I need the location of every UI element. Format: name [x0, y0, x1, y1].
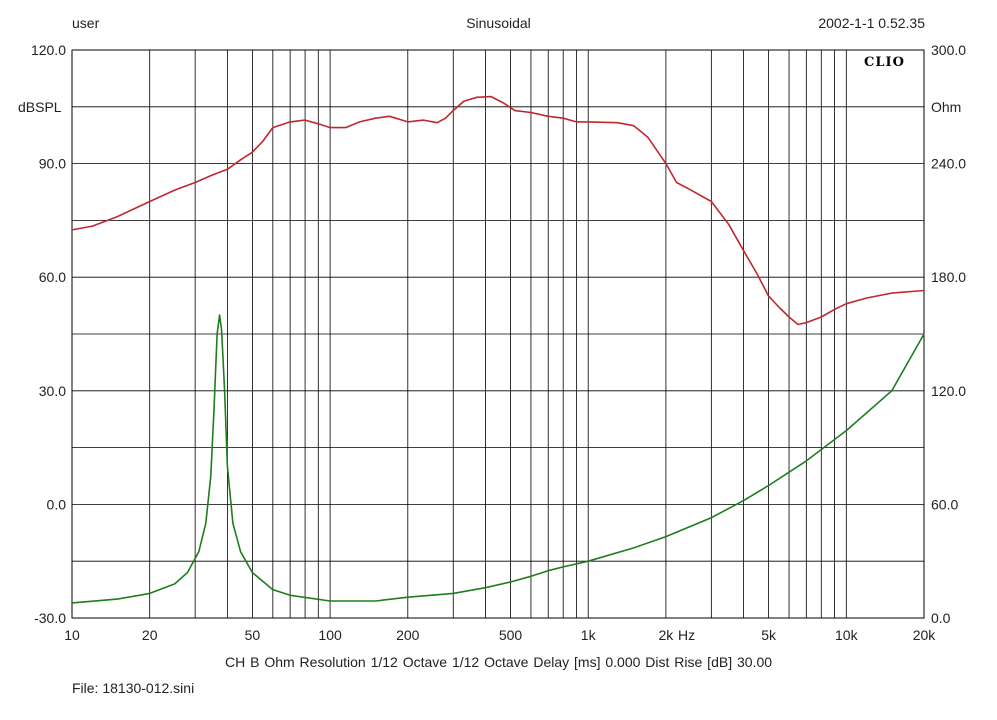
x-tick-label: 200 — [396, 627, 420, 643]
y-right-tick-label: 240.0 — [931, 156, 966, 172]
y-left-tick-label: 30.0 — [39, 383, 66, 399]
clio-logo: CLIO — [864, 55, 905, 70]
measurement-settings: CH B Ohm Resolution 1/12 Octave 1/12 Oct… — [224, 654, 773, 670]
y-left-tick-label: 60.0 — [39, 269, 66, 285]
x-tick-label: 500 — [499, 627, 523, 643]
header-datetime: 2002-1-1 0.52.35 — [818, 15, 925, 31]
header-measurement-mode: Sinusoidal — [466, 15, 531, 31]
y-right-tick-label: 60.0 — [931, 496, 958, 512]
header-user: user — [72, 15, 100, 31]
x-tick-label: 2k — [659, 627, 675, 643]
y-left-tick-label: 0.0 — [47, 496, 67, 512]
y-axis-left-label: dBSPL — [18, 99, 62, 115]
y-left-tick-label: 120.0 — [31, 42, 66, 58]
y-right-tick-label: 0.0 — [931, 610, 951, 626]
x-tick-label: 10k — [835, 627, 859, 643]
chart-ticks: 10 20 50 100 200 500 1k 2k 5k 10k 20k 120.0 90.0 60.0… — [31, 42, 966, 643]
y-left-tick-label: -30.0 — [34, 610, 66, 626]
x-axis-unit-label: Hz — [678, 627, 695, 643]
impedance-curve — [71, 314, 925, 604]
chart-grid — [71, 49, 925, 619]
x-tick-label: 50 — [245, 627, 261, 643]
y-right-tick-label: 120.0 — [931, 383, 966, 399]
x-tick-label: 5k — [761, 627, 777, 643]
spl-curve — [71, 95, 925, 326]
y-left-tick-label: 90.0 — [39, 156, 66, 172]
chart-series — [71, 95, 925, 604]
x-tick-label: 20k — [913, 627, 937, 643]
x-tick-label: 20 — [142, 627, 158, 643]
file-name: File: 18130-012.sini — [72, 680, 195, 696]
x-tick-label: 100 — [318, 627, 342, 643]
x-tick-label: 1k — [581, 627, 597, 643]
y-axis-right-label: Ohm — [931, 99, 961, 115]
y-right-tick-label: 300.0 — [931, 42, 966, 58]
x-tick-label: 10 — [64, 627, 80, 643]
y-right-tick-label: 180.0 — [931, 269, 966, 285]
